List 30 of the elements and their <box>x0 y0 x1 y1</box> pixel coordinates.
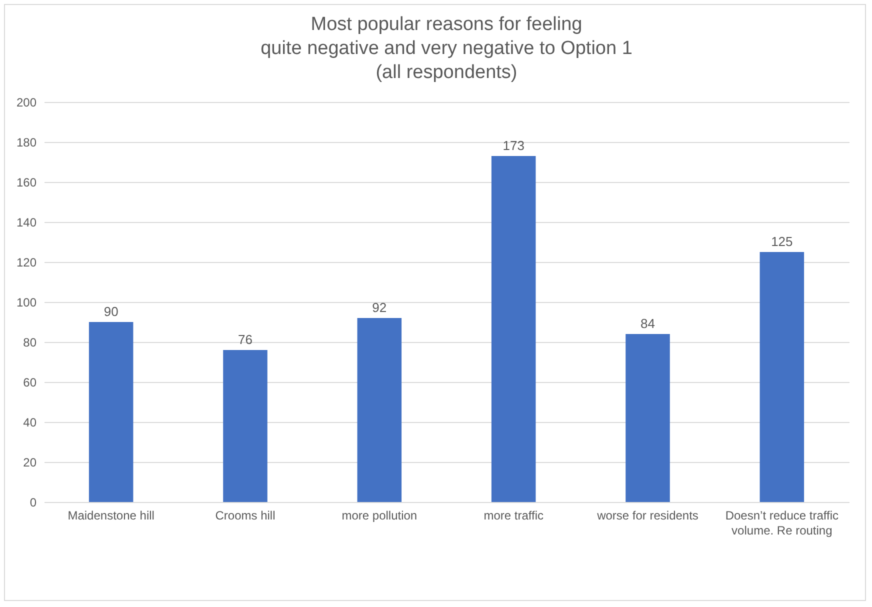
y-tick-label: 60 <box>23 376 37 390</box>
y-tick-label: 140 <box>16 216 37 230</box>
x-tick-label: worse for residents <box>596 508 698 522</box>
y-tick-label: 120 <box>16 256 37 270</box>
y-tick-label: 160 <box>16 176 37 190</box>
x-tick-label: Doesn’t reduce traffic volume. Re routing <box>725 508 839 538</box>
data-label: 173 <box>502 138 524 153</box>
y-tick-label: 20 <box>23 456 37 470</box>
chart-title: Most popular reasons for feeling quite negative and very negative to Option 1 (all respondents) <box>260 14 632 83</box>
data-label: 90 <box>104 304 118 319</box>
bar <box>88 322 134 502</box>
x-tick-label: more traffic <box>484 508 544 522</box>
y-tick-label: 0 <box>30 496 37 510</box>
data-label: 76 <box>238 332 252 347</box>
bar <box>223 350 268 502</box>
bar <box>626 334 670 502</box>
y-tick-label: 40 <box>23 416 37 430</box>
x-tick-label: more pollution <box>342 508 418 522</box>
bar <box>491 156 536 502</box>
y-tick-label: 100 <box>16 296 37 310</box>
data-label: 84 <box>640 316 655 331</box>
bar <box>357 318 402 502</box>
x-tick-label: Crooms hill <box>215 508 276 522</box>
y-tick-label: 200 <box>16 96 37 110</box>
data-label: 125 <box>771 234 793 249</box>
y-tick-label: 80 <box>23 336 37 350</box>
bar <box>760 252 804 502</box>
data-label: 92 <box>372 300 387 315</box>
y-tick-label: 180 <box>16 136 37 150</box>
x-tick-label: Maidenstone hill <box>68 508 154 522</box>
